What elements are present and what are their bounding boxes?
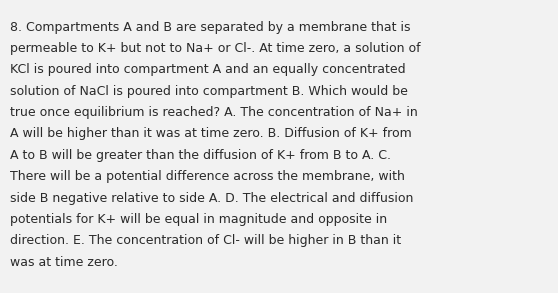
Text: potentials for K+ will be equal in magnitude and opposite in: potentials for K+ will be equal in magni… <box>10 213 387 226</box>
Text: permeable to K+ but not to Na+ or Cl-. At time zero, a solution of: permeable to K+ but not to Na+ or Cl-. A… <box>10 42 421 55</box>
Text: solution of NaCl is poured into compartment B. Which would be: solution of NaCl is poured into compartm… <box>10 85 408 98</box>
Text: A will be higher than it was at time zero. B. Diffusion of K+ from: A will be higher than it was at time zer… <box>10 127 412 140</box>
Text: KCl is poured into compartment A and an equally concentrated: KCl is poured into compartment A and an … <box>10 63 406 76</box>
Text: There will be a potential difference across the membrane, with: There will be a potential difference acr… <box>10 170 405 183</box>
Text: A to B will be greater than the diffusion of K+ from B to A. C.: A to B will be greater than the diffusio… <box>10 149 391 162</box>
Text: side B negative relative to side A. D. The electrical and diffusion: side B negative relative to side A. D. T… <box>10 192 413 205</box>
Text: true once equilibrium is reached? A. The concentration of Na+ in: true once equilibrium is reached? A. The… <box>10 106 418 119</box>
Text: was at time zero.: was at time zero. <box>10 256 118 269</box>
Text: 8. Compartments A and B are separated by a membrane that is: 8. Compartments A and B are separated by… <box>10 21 411 33</box>
Text: direction. E. The concentration of Cl- will be higher in B than it: direction. E. The concentration of Cl- w… <box>10 234 401 247</box>
